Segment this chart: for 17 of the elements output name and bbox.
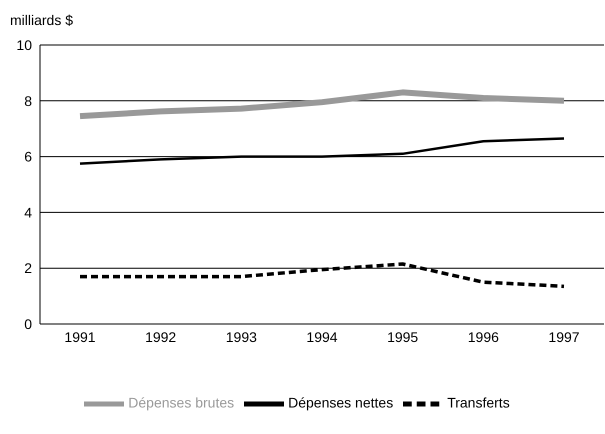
x-tick-label: 1993 <box>226 328 258 345</box>
legend-label: Transferts <box>447 394 510 411</box>
legend-label: Dépenses nettes <box>288 394 394 411</box>
y-tick-label: 10 <box>16 36 32 53</box>
x-tick-label: 1997 <box>548 328 580 345</box>
y-tick-label: 0 <box>24 316 32 332</box>
x-tick-label: 1992 <box>145 328 176 345</box>
y-tick-label: 2 <box>24 260 32 276</box>
x-tick-label: 1991 <box>64 328 96 345</box>
legend-label: Dépenses brutes <box>128 394 234 411</box>
x-tick-label: 1995 <box>387 328 418 345</box>
y-tick-label: 4 <box>24 204 32 220</box>
x-tick-label: 1996 <box>468 328 500 345</box>
y-tick-label: 8 <box>24 92 32 109</box>
y-tick-label: 6 <box>24 148 32 165</box>
y-axis-title: milliards $ <box>10 12 74 28</box>
x-tick-label: 1994 <box>306 328 338 345</box>
